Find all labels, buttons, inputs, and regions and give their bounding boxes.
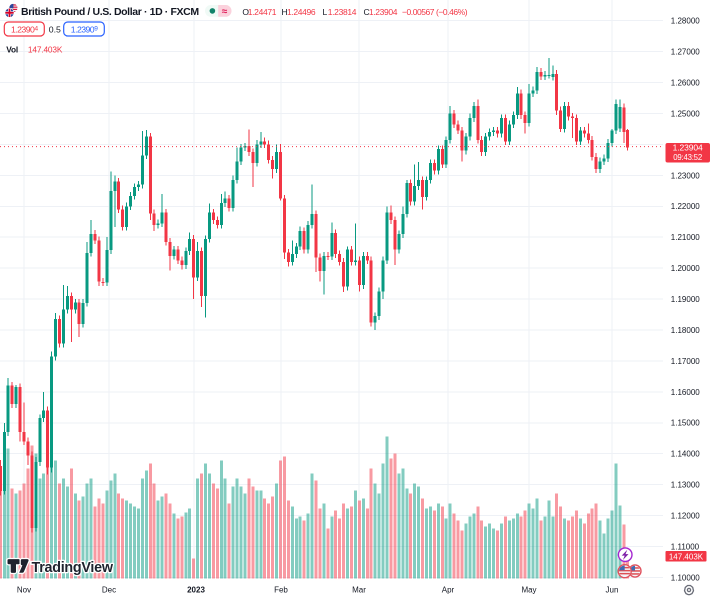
svg-text:1.21000: 1.21000 <box>671 233 700 242</box>
svg-text:Feb: Feb <box>274 585 288 594</box>
svg-text:1.19000: 1.19000 <box>671 295 700 304</box>
svg-text:1.24496: 1.24496 <box>287 7 316 17</box>
svg-text:British Pound / U.S. Dollar ·: British Pound / U.S. Dollar · 1D · FXCM <box>21 6 199 18</box>
svg-text:1.27000: 1.27000 <box>671 48 700 57</box>
svg-text:2023: 2023 <box>187 585 205 594</box>
svg-text:Jun: Jun <box>606 585 619 594</box>
svg-text:Nov: Nov <box>17 585 31 594</box>
svg-text:Apr: Apr <box>442 585 455 594</box>
svg-text:1.17000: 1.17000 <box>671 357 700 366</box>
svg-text:−0.00567 (−0.46%): −0.00567 (−0.46%) <box>402 7 468 17</box>
svg-text:1.13000: 1.13000 <box>671 481 700 490</box>
svg-text:147.403K: 147.403K <box>669 552 704 561</box>
svg-text:4: 4 <box>35 26 39 33</box>
svg-text:1.23904: 1.23904 <box>369 7 398 17</box>
svg-text:09:43:52: 09:43:52 <box>673 153 702 162</box>
svg-text:1.25000: 1.25000 <box>671 109 700 118</box>
svg-text:0.5: 0.5 <box>49 25 61 35</box>
svg-text:1.18000: 1.18000 <box>671 326 700 335</box>
svg-text:1.12000: 1.12000 <box>671 511 700 520</box>
svg-text:1.26000: 1.26000 <box>671 78 700 87</box>
svg-text:1.20000: 1.20000 <box>671 264 700 273</box>
svg-text:L: L <box>323 7 328 17</box>
svg-text:Vol: Vol <box>6 44 18 54</box>
svg-text:1.16000: 1.16000 <box>671 388 700 397</box>
svg-text:1.11000: 1.11000 <box>671 542 700 551</box>
svg-text:1.10000: 1.10000 <box>671 573 700 582</box>
svg-text:May: May <box>521 585 536 594</box>
svg-text:1.24471: 1.24471 <box>248 7 277 17</box>
svg-text:1.23000: 1.23000 <box>671 171 700 180</box>
svg-text:9: 9 <box>94 26 98 33</box>
svg-text:1.28000: 1.28000 <box>671 17 700 26</box>
svg-text:Mar: Mar <box>352 585 366 594</box>
svg-text:1.2390: 1.2390 <box>11 25 35 35</box>
svg-text:147.403K: 147.403K <box>28 44 63 54</box>
svg-text:1.23814: 1.23814 <box>328 7 357 17</box>
svg-text:1.22000: 1.22000 <box>671 202 700 211</box>
svg-text:1.23904: 1.23904 <box>673 143 703 153</box>
svg-text:TradingView: TradingView <box>32 560 114 576</box>
svg-text:1.15000: 1.15000 <box>671 419 700 428</box>
svg-text:1.14000: 1.14000 <box>671 450 700 459</box>
svg-text:≈: ≈ <box>222 6 228 17</box>
svg-text:Dec: Dec <box>102 585 116 594</box>
svg-text:1.2390: 1.2390 <box>71 25 95 35</box>
